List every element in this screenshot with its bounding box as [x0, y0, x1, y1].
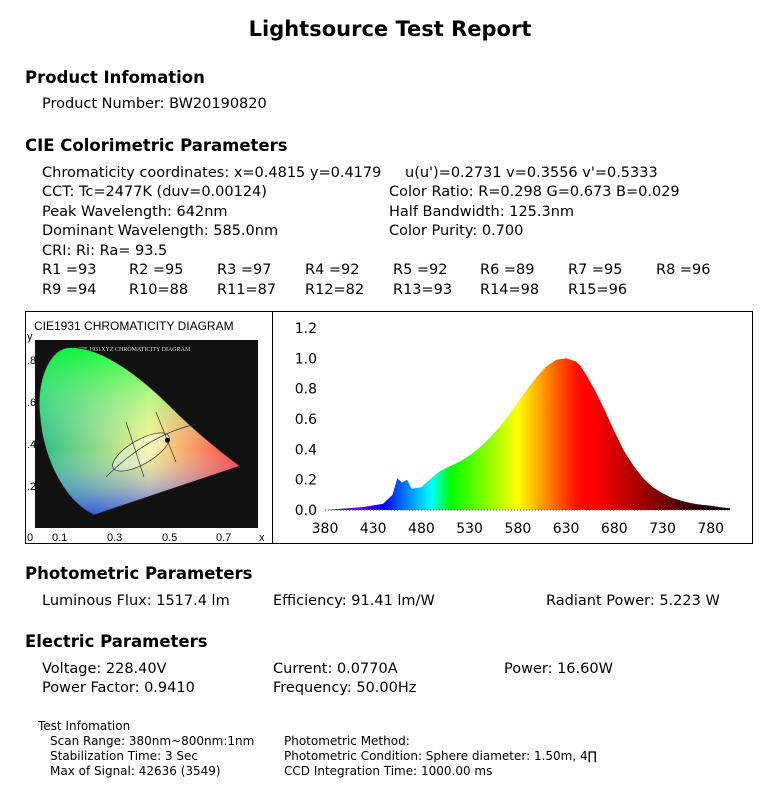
ri-value: R14=98 [480, 282, 539, 298]
voltage: Voltage: 228.40V [42, 661, 167, 677]
stabilization-time: Stabilization Time: 3 Sec [50, 749, 198, 763]
uv-coordinates: u(u')=0.2731 v=0.3556 v'=0.5333 [405, 165, 658, 181]
ri-value: R10=88 [129, 282, 188, 298]
luminous-flux: Luminous Flux: 1517.4 lm [42, 593, 230, 609]
spectrum-y-tick: 0.8 [295, 382, 317, 398]
product-number: Product Number: BW20190820 [42, 96, 267, 112]
spectrum-chart: 1.2 1.0 0.8 0.6 0.4 0.2 0.0 380 430 480 530 580 630 6… [273, 312, 752, 543]
cie-x-tick: 0.3 [107, 532, 122, 543]
test-info-heading: Test Infomation [38, 719, 130, 733]
spectrum-x-tick: 580 [505, 521, 532, 537]
ri-value: R11=87 [217, 282, 276, 298]
photometric-heading: Photometric Parameters [25, 564, 252, 583]
cie-chromaticity-diagram: CIE1931 CHROMATICITY DIAGRAM CIE 1931XYZ… [26, 312, 273, 543]
spectrum-y-tick: 0.2 [295, 473, 317, 489]
chromaticity-coordinates: Chromaticity coordinates: x=0.4815 y=0.4… [42, 165, 381, 181]
max-signal: Max of Signal: 42636 (3549) [50, 764, 221, 778]
spectrum-x-tick: 430 [360, 521, 387, 537]
cie-x-tick: 0 [27, 532, 33, 543]
cie-y-axis-label: y [27, 331, 33, 343]
current: Current: 0.0770A [273, 661, 398, 677]
ri-value: R2 =95 [129, 262, 184, 278]
frequency: Frequency: 50.00Hz [273, 680, 416, 696]
report-title: Lightsource Test Report [0, 17, 780, 41]
dominant-wavelength: Dominant Wavelength: 585.0nm [42, 223, 278, 239]
cie-y-tick: .8 [27, 355, 36, 367]
electric-heading: Electric Parameters [25, 632, 208, 651]
power-factor: Power Factor: 0.9410 [42, 680, 195, 696]
cie-y-tick: .6 [27, 397, 36, 409]
spectrum-x-tick: 380 [312, 521, 339, 537]
ccd-integration-time: CCD Integration Time: 1000.00 ms [284, 764, 492, 778]
ri-value: R9 =94 [42, 282, 97, 298]
spectrum-y-tick: 0.4 [295, 442, 317, 458]
radiant-power: Radiant Power: 5.223 W [546, 593, 720, 609]
spectrum-y-tick: 0.0 [295, 503, 317, 519]
ri-value: R3 =97 [217, 262, 272, 278]
spectrum-x-tick: 680 [601, 521, 628, 537]
ri-value: R4 =92 [305, 262, 360, 278]
photometric-condition: Photometric Condition: Sphere diameter: … [284, 749, 597, 763]
photometric-method: Photometric Method: [284, 734, 410, 748]
scan-range: Scan Range: 380nm~800nm:1nm [50, 734, 254, 748]
ri-value: R15=96 [568, 282, 627, 298]
spectrum-x-tick: 530 [456, 521, 483, 537]
spectrum-x-tick: 730 [649, 521, 676, 537]
spectrum-x-tick: 480 [408, 521, 435, 537]
cie-x-tick: 0.5 [162, 532, 177, 543]
ri-value: R8 =96 [656, 262, 711, 278]
cie-x-tick: 0.7 [216, 532, 231, 543]
ri-value: R7 =95 [568, 262, 623, 278]
cie-heading: CIE Colorimetric Parameters [25, 136, 288, 155]
spectrum-x-tick: 630 [553, 521, 580, 537]
cct-value: CCT: Tc=2477K (duv=0.00124) [42, 184, 267, 200]
peak-wavelength: Peak Wavelength: 642nm [42, 204, 228, 220]
spectrum-y-tick: 0.6 [295, 412, 317, 428]
spectrum-y-tick: 1.0 [295, 351, 317, 367]
power: Power: 16.60W [504, 661, 613, 677]
cie-x-axis-label: x [259, 532, 265, 543]
cie-diagram-title: CIE1931 CHROMATICITY DIAGRAM [34, 319, 234, 333]
chart-frame: CIE1931 CHROMATICITY DIAGRAM CIE 1931XYZ… [25, 311, 753, 544]
ri-value: R5 =92 [393, 262, 448, 278]
cri-value: CRI: Ri: Ra= 93.5 [42, 243, 167, 259]
product-heading: Product Infomation [25, 68, 205, 87]
ri-value: R13=93 [393, 282, 452, 298]
spectrum-y-tick: 1.2 [295, 321, 317, 337]
chromaticity-point [165, 438, 170, 443]
cie-y-tick: .4 [27, 439, 36, 451]
ri-value: R6 =89 [480, 262, 535, 278]
ri-value: R1 =93 [42, 262, 97, 278]
color-ratio: Color Ratio: R=0.298 G=0.673 B=0.029 [389, 184, 680, 200]
spectrum-area [325, 358, 730, 510]
spectrum-x-tick: 780 [697, 521, 724, 537]
cie-y-tick: .2 [27, 481, 36, 493]
color-purity: Color Purity: 0.700 [389, 223, 523, 239]
ri-value: R12=82 [305, 282, 364, 298]
efficiency: Efficiency: 91.41 lm/W [273, 593, 435, 609]
half-bandwidth: Half Bandwidth: 125.3nm [389, 204, 574, 220]
cie-x-tick: 0.1 [52, 532, 67, 543]
